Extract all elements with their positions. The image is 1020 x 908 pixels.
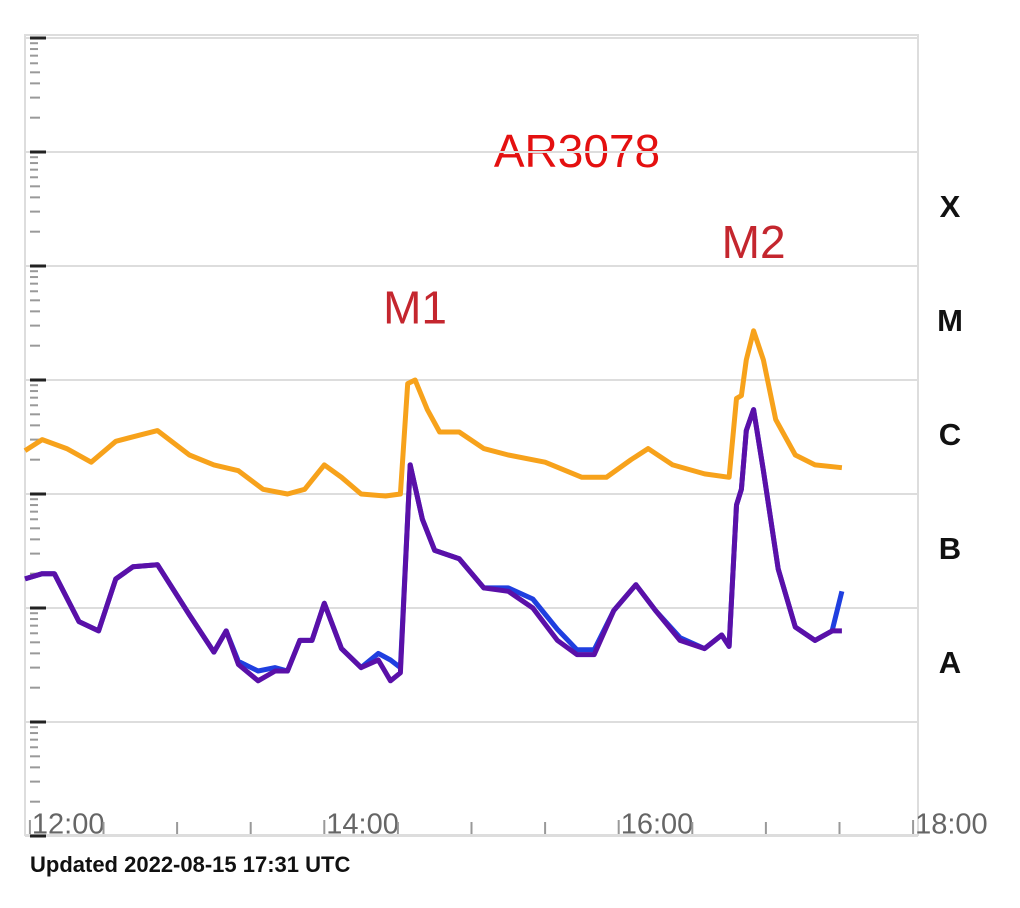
x-tick-label: 14:00 xyxy=(326,809,399,841)
class-label: X xyxy=(940,189,961,224)
series-line xyxy=(24,407,842,684)
series-line xyxy=(23,328,843,499)
x-tick-label: 16:00 xyxy=(621,809,694,841)
class-label: A xyxy=(939,645,961,680)
series-line xyxy=(24,407,845,674)
annotation: M1 xyxy=(383,282,447,334)
class-label: C xyxy=(939,417,961,452)
footer: Updated 2022-08-15 17:31 UTC xyxy=(30,852,350,877)
class-label: B xyxy=(939,531,961,566)
class-label: M xyxy=(937,303,963,338)
annotation: M2 xyxy=(722,216,786,268)
x-tick-label: 12:00 xyxy=(32,809,105,841)
x-tick-label: 18:00 xyxy=(915,809,988,841)
